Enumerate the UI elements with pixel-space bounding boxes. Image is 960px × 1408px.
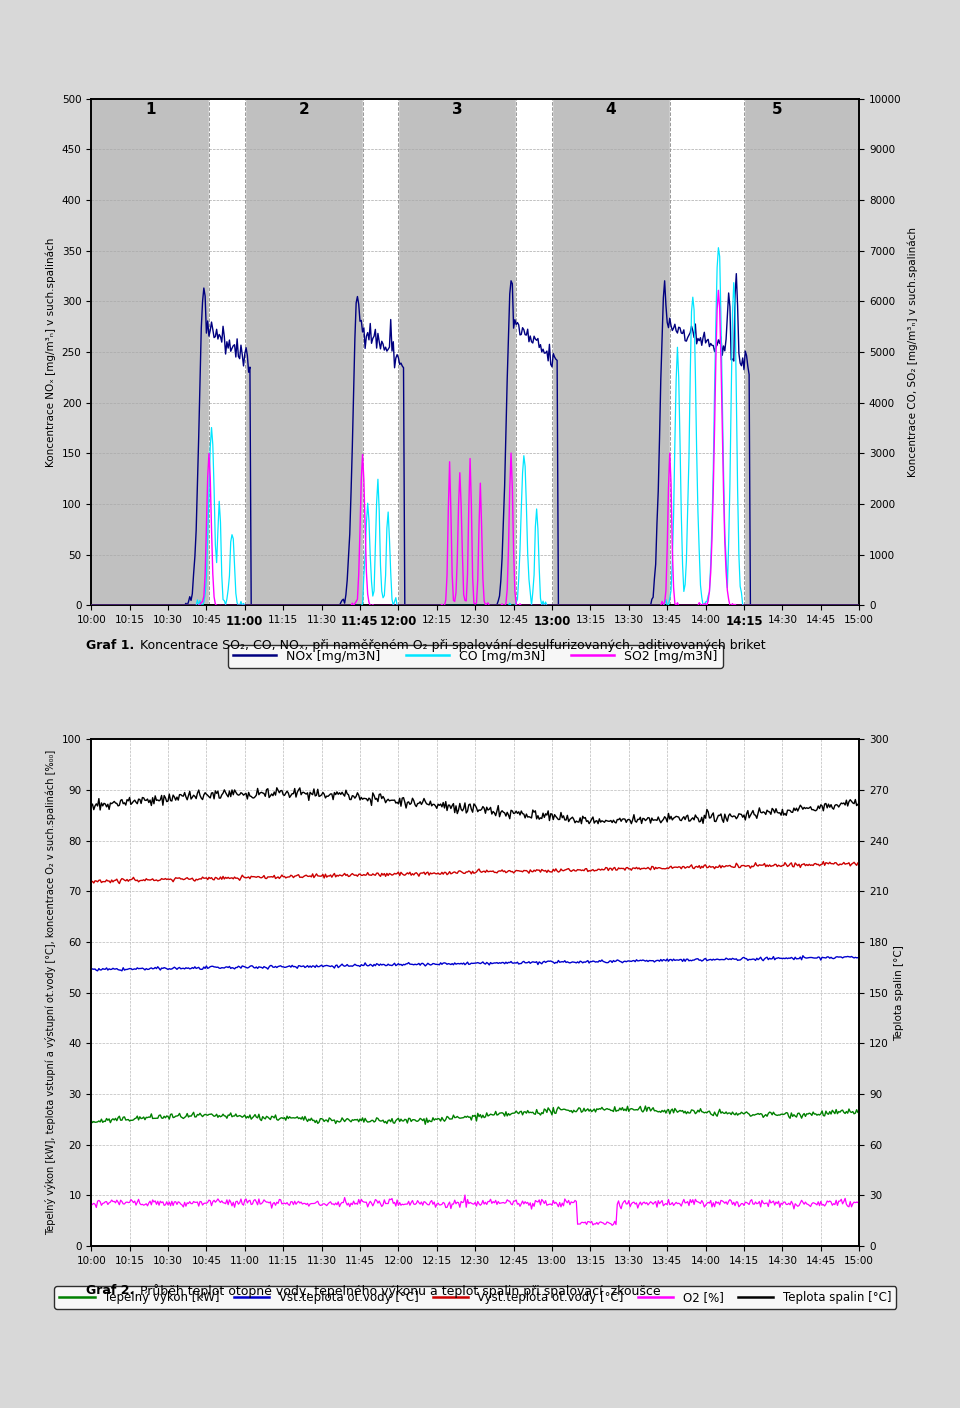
Text: 5: 5	[772, 101, 782, 117]
Text: Průběh teplot otopné vody, tepelného výkonu a teplot spalin při spalovací  zkouš: Průběh teplot otopné vody, tepelného výk…	[136, 1284, 660, 1298]
Text: Koncentrace SO₂, CO, NOₓ, při naměřeném O₂ při spalování desulfurizovaných, adit: Koncentrace SO₂, CO, NOₓ, při naměřeném …	[136, 639, 766, 652]
Text: 2: 2	[299, 101, 309, 117]
Text: 1: 1	[145, 101, 156, 117]
Y-axis label: Koncentrace CO, SO₂ [mg/m³ₙ] v such.spalinách: Koncentrace CO, SO₂ [mg/m³ₙ] v such.spal…	[907, 227, 918, 477]
Legend: NOx [mg/m3N], CO [mg/m3N], SO2 [mg/m3N]: NOx [mg/m3N], CO [mg/m3N], SO2 [mg/m3N]	[228, 645, 723, 667]
Text: 4: 4	[606, 101, 616, 117]
Text: 3: 3	[452, 101, 463, 117]
Bar	[209, 99, 245, 605]
Y-axis label: Teplota spalin [°C]: Teplota spalin [°C]	[894, 945, 904, 1041]
Text: Graf 1.: Graf 1.	[86, 639, 134, 652]
Y-axis label: Koncentrace NOₓ [mg/m³ₙ] v such.spalinách: Koncentrace NOₓ [mg/m³ₙ] v such.spalinác…	[46, 238, 57, 466]
Y-axis label: Tepelný výkon [kW], teplota vstupní a výstupní ot.vody [°C], koncentrace O₂ v su: Tepelný výkon [kW], teplota vstupní a vý…	[45, 750, 57, 1235]
Bar	[516, 99, 552, 605]
Bar	[363, 99, 398, 605]
Legend: Tepelný výkon [kW], Vst.teplota ot.vody [°C], Vyst.teplota ot.vody [°C], O2 [%],: Tepelný výkon [kW], Vst.teplota ot.vody …	[55, 1286, 896, 1308]
Bar	[670, 99, 744, 605]
Text: Graf 2.: Graf 2.	[86, 1284, 134, 1297]
